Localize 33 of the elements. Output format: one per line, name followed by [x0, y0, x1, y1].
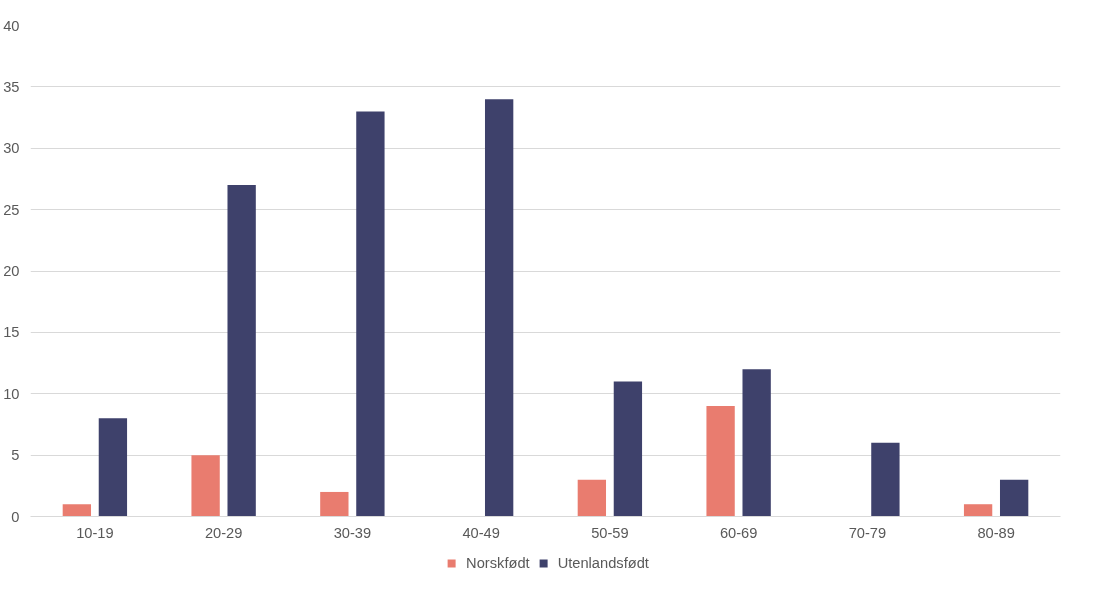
x-tick-label: 30-39	[333, 524, 372, 541]
bar	[742, 369, 771, 517]
bar	[98, 418, 128, 517]
x-tick-label: 10-19	[76, 524, 114, 541]
x-tick-label: 50-59	[591, 524, 629, 541]
x-tick-label: 40-49	[462, 524, 500, 541]
legend-label: Norskfødt	[466, 554, 530, 571]
legend-label: Utenlandsfødt	[557, 554, 649, 571]
x-tick-label: 70-79	[848, 524, 887, 541]
bar	[871, 442, 900, 517]
y-tick-label: 5	[11, 447, 20, 464]
bar	[706, 406, 735, 517]
bar	[356, 111, 385, 517]
bar	[320, 491, 349, 517]
bar	[191, 455, 220, 517]
x-tick-label: 60-69	[719, 524, 758, 541]
y-tick-label: 35	[3, 78, 20, 95]
x-tick-label: 80-89	[977, 524, 1015, 541]
x-tick-label: 20-29	[204, 524, 243, 541]
y-tick-label: 20	[3, 263, 20, 279]
y-tick-label: 10	[3, 385, 20, 402]
y-tick-label: 30	[3, 140, 20, 157]
y-tick-label: 25	[3, 201, 20, 218]
bar	[613, 381, 643, 517]
y-tick-label: 0	[11, 508, 20, 525]
bar	[963, 504, 993, 517]
bar	[227, 185, 256, 517]
y-tick-label: 15	[3, 324, 20, 341]
y-tick-label: 40	[3, 17, 20, 34]
bar	[62, 504, 92, 517]
bar	[999, 479, 1029, 517]
bar	[484, 99, 514, 517]
bar	[577, 479, 607, 517]
